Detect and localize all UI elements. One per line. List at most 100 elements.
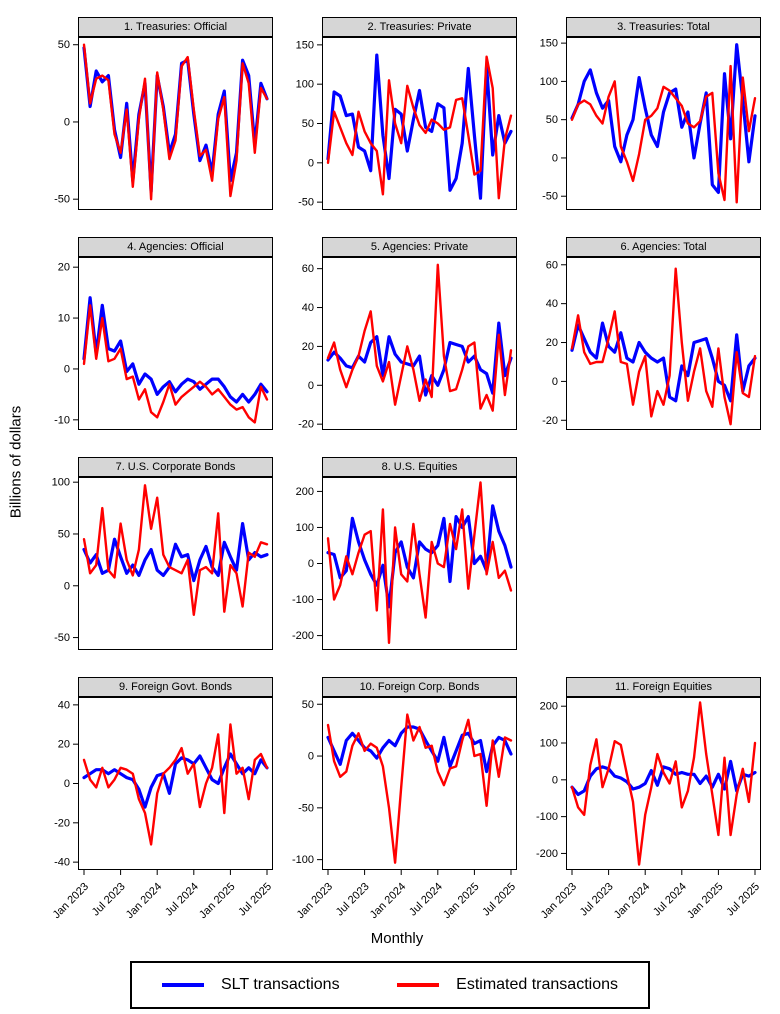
chart-grid: 1. Treasuries: Official 50 0 -50 2. Treasu…	[33, 17, 761, 919]
panel-agencies-official: 4. Agencies: Official 20 10 0 -10	[33, 237, 273, 430]
svg-text:0: 0	[308, 157, 314, 169]
svg-text:150: 150	[540, 38, 558, 50]
panel-agencies-private: 5. Agencies: Private 60 40 20 0 -20	[277, 237, 517, 430]
svg-text:20: 20	[58, 739, 70, 751]
svg-text:Jul 2025: Jul 2025	[236, 881, 273, 919]
svg-text:40: 40	[302, 302, 314, 314]
svg-text:-100: -100	[292, 594, 314, 606]
panel-foreign-corp-bonds: 10. Foreign Corp. Bonds 50 0 -50 -100 Jan 20…	[277, 677, 517, 919]
svg-text:10: 10	[58, 313, 70, 325]
svg-text:150: 150	[296, 39, 314, 51]
panel-title: 8. U.S. Equities	[322, 457, 517, 477]
panel-plot: 150 100 50 0 -50	[540, 37, 761, 210]
svg-text:-20: -20	[54, 817, 70, 829]
panel-agencies-total: 6. Agencies: Total 60 40 20 0 -20	[521, 237, 761, 430]
svg-text:Jul 2023: Jul 2023	[578, 881, 616, 919]
svg-text:-20: -20	[542, 415, 558, 427]
panel-us-corporate-bonds: 7. U.S. Corporate Bonds 100 50 0 -50	[33, 457, 273, 650]
svg-text:200: 200	[540, 701, 558, 713]
legend: SLT transactions Estimated transactions	[130, 961, 650, 1009]
panel-treasuries-official: 1. Treasuries: Official 50 0 -50	[33, 17, 273, 210]
svg-text:Jan 2025: Jan 2025	[685, 881, 725, 919]
svg-text:-40: -40	[54, 857, 70, 869]
svg-text:Jan 2023: Jan 2023	[51, 881, 91, 919]
svg-text:0: 0	[552, 376, 558, 388]
estimated-line-swatch	[397, 983, 440, 987]
legend-item-slt: SLT transactions	[162, 976, 340, 994]
svg-text:-100: -100	[292, 854, 314, 866]
svg-text:100: 100	[296, 522, 314, 534]
svg-text:20: 20	[546, 337, 558, 349]
svg-text:Jan 2025: Jan 2025	[441, 881, 481, 919]
svg-text:Jan 2023: Jan 2023	[295, 881, 335, 919]
svg-text:100: 100	[540, 738, 558, 750]
slt-line-swatch	[162, 983, 204, 987]
svg-text:Jan 2024: Jan 2024	[368, 881, 408, 919]
svg-text:0: 0	[308, 380, 314, 392]
svg-text:-50: -50	[298, 197, 314, 209]
panel-plot: 60 40 20 0 -20	[542, 257, 761, 430]
svg-text:Jan 2025: Jan 2025	[197, 881, 237, 919]
panel-plot: 50 0 -50	[54, 37, 273, 210]
svg-text:Jul 2025: Jul 2025	[724, 881, 761, 919]
svg-text:-10: -10	[54, 414, 70, 426]
svg-text:0: 0	[64, 363, 70, 375]
svg-text:100: 100	[540, 76, 558, 88]
svg-text:Jul 2024: Jul 2024	[163, 881, 201, 919]
svg-text:Jul 2024: Jul 2024	[407, 881, 445, 919]
empty-cell	[521, 457, 761, 650]
legend-label-slt: SLT transactions	[221, 976, 340, 993]
svg-text:200: 200	[296, 486, 314, 498]
svg-text:-50: -50	[54, 194, 70, 206]
svg-text:-50: -50	[54, 632, 70, 644]
panel-title: 2. Treasuries: Private	[322, 17, 517, 37]
panel-title: 1. Treasuries: Official	[78, 17, 273, 37]
svg-text:50: 50	[546, 114, 558, 126]
svg-text:Jan 2023: Jan 2023	[539, 881, 579, 919]
svg-text:100: 100	[296, 79, 314, 91]
svg-text:20: 20	[302, 341, 314, 353]
svg-text:0: 0	[552, 152, 558, 164]
x-axis-label: Monthly	[370, 930, 424, 947]
panel-treasuries-private: 2. Treasuries: Private 150 100 50 0 -50	[277, 17, 517, 210]
panel-title: 9. Foreign Govt. Bonds	[78, 677, 273, 697]
svg-text:0: 0	[552, 774, 558, 786]
svg-text:0: 0	[64, 778, 70, 790]
svg-text:Jul 2023: Jul 2023	[334, 881, 372, 919]
svg-text:Jul 2023: Jul 2023	[90, 881, 128, 919]
svg-text:-200: -200	[536, 848, 558, 860]
svg-text:-50: -50	[298, 802, 314, 814]
panel-plot: 100 50 0 -50	[52, 477, 273, 650]
panel-plot: 20 10 0 -10	[54, 257, 273, 430]
panel-title: 6. Agencies: Total	[566, 237, 761, 257]
panel-title: 3. Treasuries: Total	[566, 17, 761, 37]
panel-foreign-govt-bonds: 9. Foreign Govt. Bonds 40 20 0 -20 -40 Jan 20…	[33, 677, 273, 919]
svg-text:20: 20	[58, 262, 70, 274]
y-axis-label: Billions of dollars	[7, 405, 25, 519]
svg-text:40: 40	[546, 298, 558, 310]
panel-foreign-equities: 11. Foreign Equities 200 100 0 -100 -200 Jan …	[521, 677, 761, 919]
svg-text:Jan 2024: Jan 2024	[124, 881, 164, 919]
panel-us-equities: 8. U.S. Equities 200 100 0 -100 -200	[277, 457, 517, 650]
svg-text:Jul 2025: Jul 2025	[480, 881, 517, 919]
svg-text:-200: -200	[292, 630, 314, 642]
svg-text:60: 60	[546, 259, 558, 271]
panel-plot: 60 40 20 0 -20	[298, 257, 517, 430]
svg-text:50: 50	[302, 118, 314, 130]
legend-label-estimated: Estimated transactions	[456, 976, 618, 993]
panel-plot: 200 100 0 -100 -200	[292, 477, 517, 650]
svg-text:50: 50	[302, 699, 314, 711]
svg-text:0: 0	[64, 116, 70, 128]
svg-text:Jul 2024: Jul 2024	[651, 881, 689, 919]
panel-plot: 150 100 50 0 -50	[296, 37, 517, 210]
panel-treasuries-total: 3. Treasuries: Total 150 100 50 0 -50	[521, 17, 761, 210]
panel-title: 7. U.S. Corporate Bonds	[78, 457, 273, 477]
svg-text:40: 40	[58, 699, 70, 711]
panel-title: 10. Foreign Corp. Bonds	[322, 677, 517, 697]
svg-text:0: 0	[308, 558, 314, 570]
svg-text:0: 0	[308, 751, 314, 763]
svg-text:Jan 2024: Jan 2024	[612, 881, 652, 919]
